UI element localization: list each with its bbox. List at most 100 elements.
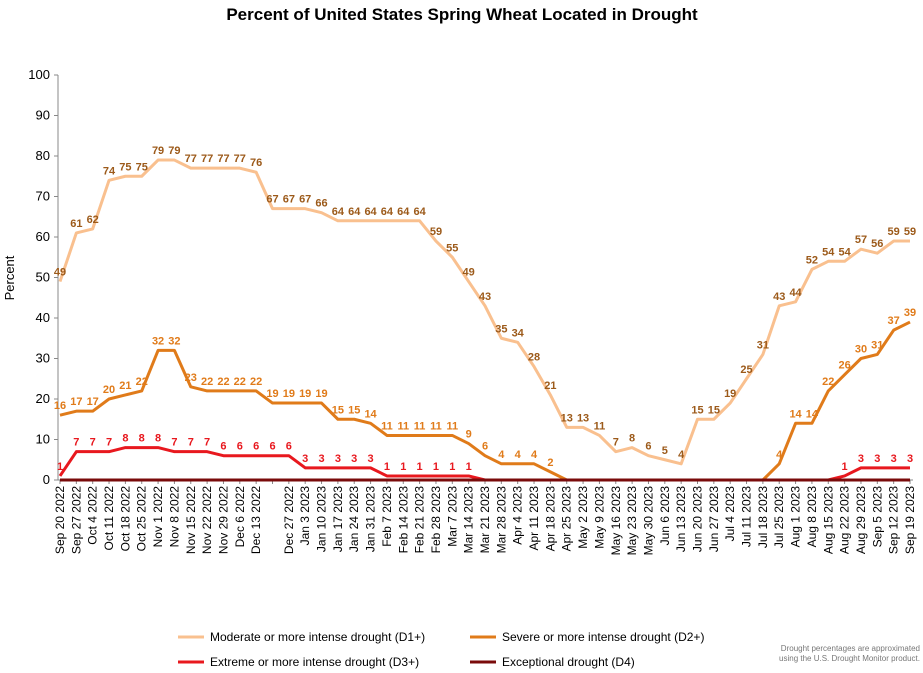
data-label: 49 xyxy=(54,267,66,279)
data-label: 11 xyxy=(381,420,393,432)
data-label: 25 xyxy=(740,364,752,376)
x-tick-label: Dec 13 2022 xyxy=(249,486,263,554)
data-label: 17 xyxy=(87,396,99,408)
x-tick-label: Feb 28 2023 xyxy=(429,486,443,554)
data-label: 5 xyxy=(662,445,668,457)
y-tick-label: 70 xyxy=(36,189,50,204)
data-label: 11 xyxy=(397,420,409,432)
data-label: 1 xyxy=(449,461,455,473)
x-tick-label: Oct 18 2022 xyxy=(118,486,132,552)
data-label: 8 xyxy=(155,433,161,445)
data-label: 11 xyxy=(446,420,458,432)
x-tick-label: Feb 14 2023 xyxy=(396,486,410,554)
data-label: 6 xyxy=(220,441,226,453)
x-tick-label: Jun 20 2023 xyxy=(691,486,705,552)
x-tick-label: Sep 27 2022 xyxy=(69,486,83,554)
x-tick-label: Apr 11 2023 xyxy=(527,486,541,551)
data-label: 7 xyxy=(204,437,210,449)
x-tick-label: Nov 22 2022 xyxy=(200,486,214,554)
data-label: 20 xyxy=(103,384,115,396)
data-label: 3 xyxy=(335,453,341,465)
data-label: 19 xyxy=(299,388,311,400)
x-tick-label: Mar 28 2023 xyxy=(494,486,508,554)
data-label: 8 xyxy=(122,433,128,445)
data-label: 67 xyxy=(266,194,278,206)
x-tick-label: Jan 10 2023 xyxy=(315,486,329,552)
x-tick-label: May 16 2023 xyxy=(609,486,623,556)
chart-title: Percent of United States Spring Wheat Lo… xyxy=(226,5,698,24)
data-label: 64 xyxy=(364,206,377,218)
data-label: 55 xyxy=(446,242,458,254)
x-tick-label: Jul 25 2023 xyxy=(772,486,786,548)
y-tick-label: 0 xyxy=(43,472,50,487)
data-label: 14 xyxy=(789,408,802,420)
data-label: 75 xyxy=(119,161,131,173)
x-tick-label: May 23 2023 xyxy=(625,486,639,556)
y-tick-label: 80 xyxy=(36,148,50,163)
series-line xyxy=(59,320,911,482)
data-label: 22 xyxy=(250,376,262,388)
x-tick-label: Jan 24 2023 xyxy=(347,486,361,552)
data-label: 3 xyxy=(351,453,357,465)
x-tick-label: Jan 3 2023 xyxy=(298,486,312,546)
data-label: 1 xyxy=(417,461,423,473)
data-label: 66 xyxy=(315,198,327,210)
data-label: 19 xyxy=(266,388,278,400)
data-label: 4 xyxy=(678,449,685,461)
data-label: 31 xyxy=(757,339,769,351)
data-label: 11 xyxy=(414,420,426,432)
data-label: 57 xyxy=(855,234,867,246)
data-label: 15 xyxy=(332,404,344,416)
x-tick-label: Sep 12 2023 xyxy=(887,486,901,554)
data-label: 76 xyxy=(250,157,262,169)
data-label: 74 xyxy=(103,165,116,177)
x-tick-label: Feb 7 2023 xyxy=(380,486,394,547)
data-label: 3 xyxy=(907,453,913,465)
data-label: 64 xyxy=(413,206,426,218)
x-tick-label: Nov 15 2022 xyxy=(184,486,198,554)
data-label: 62 xyxy=(87,214,99,226)
data-label: 4 xyxy=(498,449,505,461)
legend-label: Extreme or more intense drought (D3+) xyxy=(210,655,419,669)
data-label: 22 xyxy=(217,376,229,388)
data-label: 21 xyxy=(119,380,131,392)
y-tick-label: 90 xyxy=(36,108,50,123)
series-line xyxy=(58,158,910,466)
data-label: 1 xyxy=(400,461,406,473)
legend-label: Moderate or more intense drought (D1+) xyxy=(210,630,425,644)
data-label: 19 xyxy=(283,388,295,400)
data-label: 3 xyxy=(858,453,864,465)
data-label: 7 xyxy=(188,437,194,449)
x-tick-label: Apr 18 2023 xyxy=(543,486,557,552)
y-axis-label: Percent xyxy=(2,255,17,300)
x-tick-label: Nov 8 2022 xyxy=(167,486,181,548)
data-label: 77 xyxy=(234,153,246,165)
x-tick-label: Sep 5 2023 xyxy=(870,486,884,548)
data-label: 11 xyxy=(430,420,442,432)
x-tick-label: Jun 6 2023 xyxy=(658,486,672,546)
y-tick-label: 20 xyxy=(36,391,50,406)
x-tick-label: Dec 27 2022 xyxy=(282,486,296,554)
data-label: 8 xyxy=(139,433,145,445)
data-label: 22 xyxy=(201,376,213,388)
data-label: 17 xyxy=(70,396,82,408)
x-tick-label: Mar 14 2023 xyxy=(462,486,476,554)
data-label: 32 xyxy=(168,335,180,347)
data-label: 3 xyxy=(891,453,897,465)
x-tick-label: Jun 13 2023 xyxy=(674,486,688,552)
data-label: 6 xyxy=(286,441,292,453)
x-tick-label: Jul 4 2023 xyxy=(723,486,737,542)
x-tick-label: Mar 21 2023 xyxy=(478,486,492,554)
data-label: 22 xyxy=(234,376,246,388)
data-label: 21 xyxy=(544,380,556,392)
x-tick-label: Dec 6 2022 xyxy=(233,486,247,548)
data-label: 7 xyxy=(90,437,96,449)
data-label: 6 xyxy=(645,441,651,453)
x-tick-label: Aug 29 2023 xyxy=(854,486,868,554)
data-label: 59 xyxy=(888,226,900,238)
data-label: 77 xyxy=(201,153,213,165)
note: using the U.S. Drought Monitor product. xyxy=(779,654,920,663)
data-label: 13 xyxy=(561,412,573,424)
data-label: 54 xyxy=(822,246,835,258)
